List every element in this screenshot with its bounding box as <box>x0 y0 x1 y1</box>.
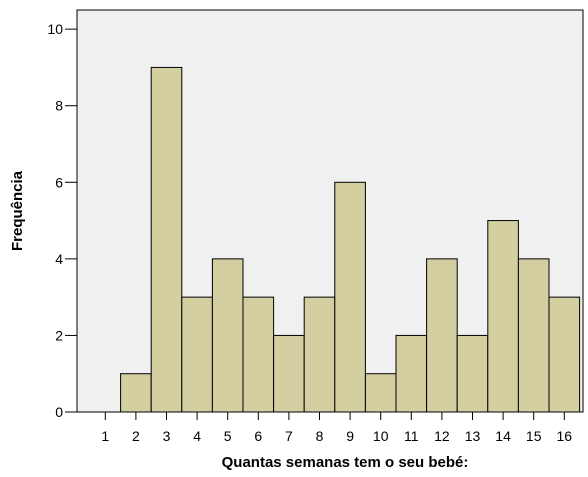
x-tick-label-5: 5 <box>224 428 232 444</box>
x-tick-label-9: 9 <box>346 428 354 444</box>
y-tick-label-8: 8 <box>55 98 63 114</box>
y-tick-label-6: 6 <box>55 174 63 190</box>
x-tick-label-15: 15 <box>526 428 542 444</box>
bar-13 <box>456 334 489 413</box>
x-tick-label-3: 3 <box>163 428 171 444</box>
x-tick-label-16: 16 <box>557 428 573 444</box>
x-tick-label-11: 11 <box>404 428 419 444</box>
x-tick-label-8: 8 <box>316 428 324 444</box>
y-tick-label-0: 0 <box>55 404 63 420</box>
y-axis: 0 2 4 6 8 10 <box>47 21 77 420</box>
x-tick-label-4: 4 <box>193 428 201 444</box>
bar-9 <box>334 181 366 413</box>
bar-5 <box>211 258 244 413</box>
bar-14 <box>487 220 519 413</box>
bar-15 <box>517 258 550 413</box>
x-tick-label-10: 10 <box>373 428 389 444</box>
x-tick-label-14: 14 <box>495 428 511 444</box>
bar-11 <box>395 334 428 413</box>
y-tick-label-4: 4 <box>55 251 63 267</box>
x-tick-label-12: 12 <box>434 428 450 444</box>
y-axis-title: Frequência <box>9 170 26 251</box>
x-tick-label-6: 6 <box>254 428 262 444</box>
bar-2 <box>120 373 152 413</box>
bar-7 <box>273 334 305 413</box>
bar-12 <box>426 258 458 413</box>
x-axis: 1 2 3 4 5 6 7 8 9 10 11 12 13 14 15 16 <box>101 412 572 444</box>
x-tick-label-13: 13 <box>465 428 481 444</box>
bar-10 <box>364 373 397 413</box>
x-tick-label-7: 7 <box>285 428 293 444</box>
y-tick-label-10: 10 <box>47 21 63 37</box>
x-tick-label-1: 1 <box>101 428 109 444</box>
y-tick-label-2: 2 <box>55 327 63 343</box>
x-tick-label-2: 2 <box>132 428 140 444</box>
bar-4 <box>181 296 213 413</box>
x-axis-title: Quantas semanas tem o seu bebé: <box>222 454 469 471</box>
bar-8 <box>303 296 336 413</box>
bar-16 <box>548 296 581 413</box>
bar-3 <box>150 66 183 413</box>
bar-6 <box>242 296 275 413</box>
bars-group <box>120 66 581 413</box>
